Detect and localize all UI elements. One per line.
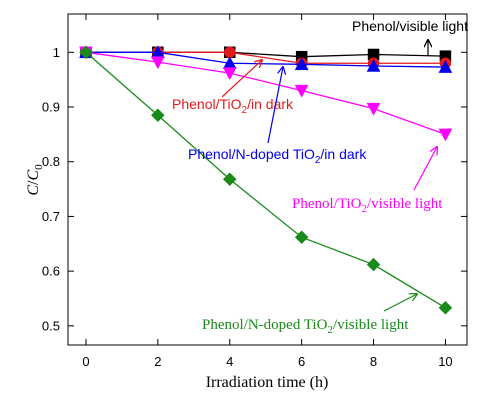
annotation-phenol-tio2-dark: Phenol/TiO2/in dark: [172, 96, 294, 116]
series-group: [80, 46, 452, 63]
x-tick-label: 6: [298, 354, 305, 369]
data-point: [438, 60, 453, 73]
x-tick-label: 4: [226, 354, 233, 369]
data-point: [438, 300, 453, 315]
series-line: [85, 51, 446, 135]
data-point: [294, 84, 309, 98]
series-line: [85, 51, 446, 68]
x-axis-label: Irradiation time (h): [206, 374, 329, 391]
annotation-phenol-ndoped-tio2-dark: Phenol/N-doped TiO2/in dark: [188, 146, 367, 166]
x-tick-label: 8: [370, 354, 377, 369]
x-tick-label: 0: [82, 354, 89, 369]
annotation-phenol-ndoped-tio2-visible-light: Phenol/N-doped TiO2/visible light: [202, 317, 409, 336]
data-point: [79, 45, 93, 60]
series-group: [80, 46, 452, 69]
data-point: [438, 128, 453, 142]
data-point: [366, 102, 381, 116]
data-point: [224, 46, 236, 59]
data-point: [151, 108, 165, 123]
x-tick-label: 2: [154, 354, 161, 369]
ticks-layer: 0 2 4 6 8 10 0.5 0.6 0.7 0.8 0.9 1: [42, 14, 467, 369]
y-axis-label: C/C0: [25, 164, 45, 196]
series-group: [79, 45, 453, 315]
data-point: [294, 230, 309, 245]
series-line: [85, 51, 446, 58]
annotation-arrow-phenol-tio2-visible-light: [413, 147, 437, 191]
annotation-phenol-visible-light: Phenol/visible light: [352, 18, 468, 34]
data-point: [366, 58, 381, 72]
series-line: [85, 51, 446, 309]
data-point: [294, 57, 309, 71]
annotation-arrow-phenol-ndoped-tio2-dark: [267, 67, 283, 144]
data-point: [222, 172, 237, 187]
y-tick-label: 0.6: [42, 264, 60, 279]
series-layer: [79, 45, 453, 315]
y-tick-label: 1: [53, 45, 60, 60]
annotation-arrow-phenol-tio2-dark: [221, 60, 262, 98]
annotation-phenol-tio2-visible-light: Phenol/TiO2/visible light: [292, 196, 443, 215]
y-tick-label: 0.5: [42, 318, 60, 333]
y-tick-label: 0.8: [42, 154, 60, 169]
data-point: [222, 67, 237, 81]
annotation-arrow-phenol-ndoped-tio2-visible-light: [383, 294, 417, 312]
x-tick-label: 10: [438, 354, 452, 369]
data-point: [150, 56, 165, 70]
y-tick-label: 0.9: [42, 100, 60, 115]
series-group: [79, 46, 453, 142]
plot-frame: [67, 13, 468, 346]
data-point: [366, 257, 381, 272]
y-tick-label: 0.7: [42, 209, 60, 224]
